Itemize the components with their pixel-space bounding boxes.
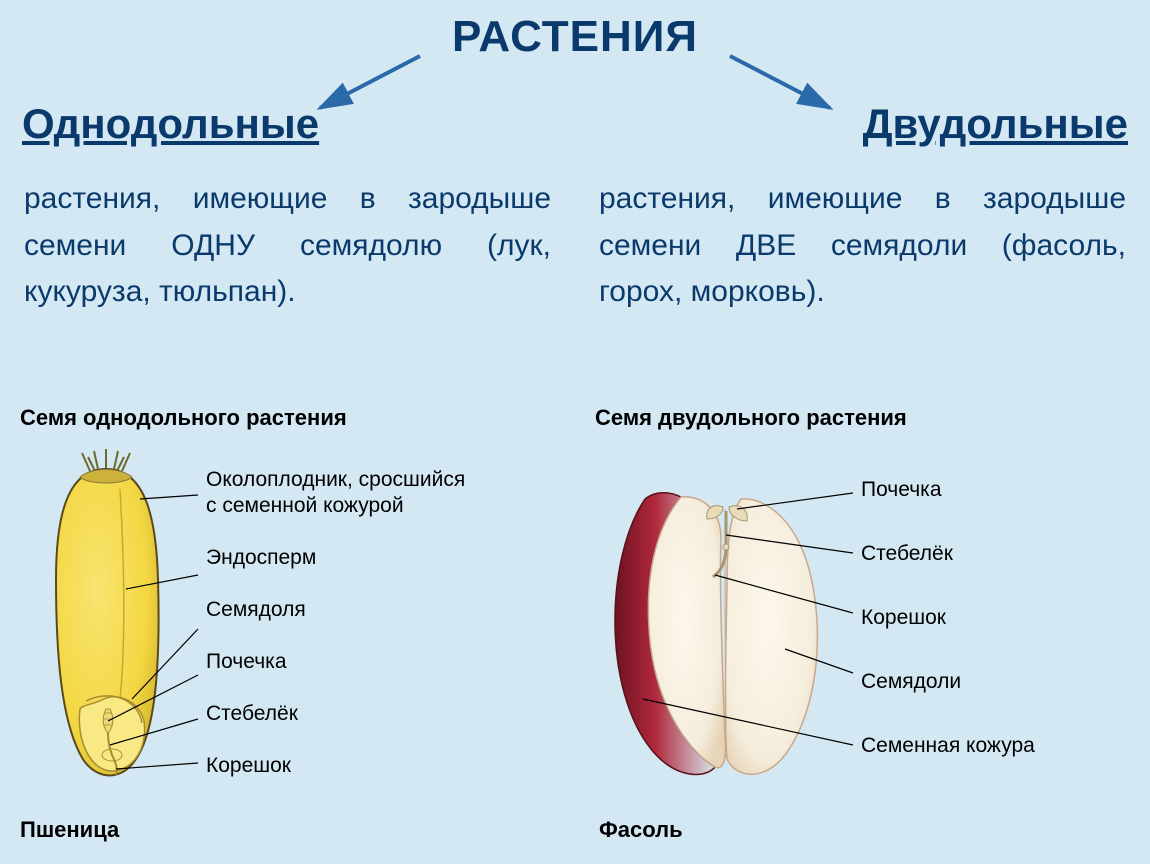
- bean-seed-svg: [595, 449, 855, 809]
- label-pericarp: Околоплодник, сросшийся с семенной кожур…: [206, 467, 466, 520]
- diag-title-monocot: Семя однодольного растения: [20, 405, 555, 431]
- label-seedcoat-di: Семенная кожура: [861, 733, 1035, 759]
- labels-monocot: Околоплодник, сросшийся с семенной кожур…: [200, 449, 466, 779]
- desc-dicot: растения, имеющие в зародыше семени ДВЕ …: [593, 176, 1132, 316]
- columns: Однодольные растения, имеющие в зародыше…: [0, 100, 1150, 316]
- column-dicot: Двудольные растения, имеющие в зародыше …: [575, 100, 1150, 316]
- column-monocot: Однодольные растения, имеющие в зародыше…: [0, 100, 575, 316]
- wheat-seed-svg: [20, 449, 200, 809]
- diagrams: Семя однодольного растения: [0, 405, 1150, 843]
- label-endosperm: Эндосперм: [206, 545, 466, 571]
- label-plumule-mono: Почечка: [206, 649, 466, 675]
- label-cotyledon-mono: Семядоля: [206, 597, 466, 623]
- labels-dicot: Почечка Стебелёк Корешок Семядоли Семенн…: [855, 449, 1035, 759]
- label-stem-di: Стебелёк: [861, 541, 1035, 567]
- label-stem-mono: Стебелёк: [206, 701, 466, 727]
- diagram-monocot: Семя однодольного растения: [0, 405, 575, 843]
- main-title: РАСТЕНИЯ: [452, 12, 698, 62]
- subtitle-dicot: Двудольные: [593, 100, 1132, 148]
- caption-bean: Фасоль: [599, 817, 1130, 843]
- label-cotyledons-di: Семядоли: [861, 669, 1035, 695]
- label-plumule-di: Почечка: [861, 477, 1035, 503]
- diag-title-dicot: Семя двудольного растения: [595, 405, 1130, 431]
- label-radicle-di: Корешок: [861, 605, 1035, 631]
- caption-wheat: Пшеница: [20, 817, 555, 843]
- subtitle-monocot: Однодольные: [18, 100, 557, 148]
- diagram-dicot: Семя двудольного растения: [575, 405, 1150, 843]
- label-radicle-mono: Корешок: [206, 753, 466, 779]
- desc-monocot: растения, имеющие в зародыше семени ОДНУ…: [18, 176, 557, 316]
